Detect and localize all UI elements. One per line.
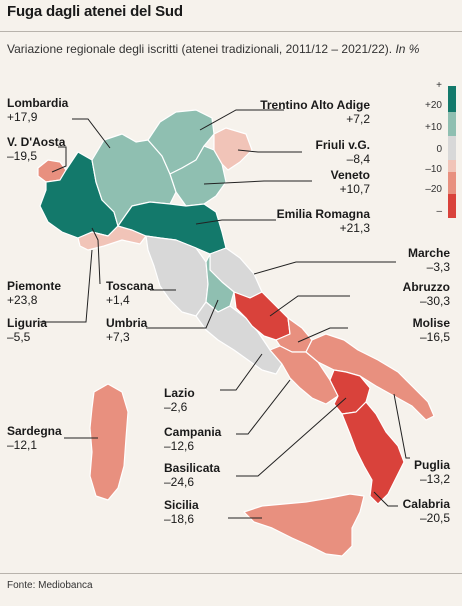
region-veneto[interactable] [169,145,227,207]
legend-swatch-pos-mid [448,112,456,136]
subtitle-unit: In % [395,42,420,56]
label-puglia: Puglia –13,2 [413,458,450,486]
region-trentino-alto-adige[interactable] [147,109,215,175]
map-title: Fuga dagli atenei del Sud [7,3,183,20]
label-toscana: Toscana +1,4 [106,279,154,307]
label-veneto: Veneto +10,7 [330,168,370,196]
label-basilicata: Basilicata –24,6 [164,461,221,489]
leader-abruzzo [269,295,350,317]
source-note: Fonte: Mediobanca [7,580,93,591]
leader-liguria [40,249,93,323]
region-umbria[interactable] [205,253,235,313]
legend-swatch-neg-strong [448,194,456,218]
leader-umbria [146,299,219,329]
label-marche: Marche –3,3 [407,246,450,274]
label-molise: Molise –16,5 [412,316,450,344]
leader-piemonte [91,227,101,285]
region-sicilia[interactable] [243,493,365,557]
label-lazio: Lazio –2,6 [164,386,195,414]
leader-valle-daosta [51,146,67,173]
region-friuli-venezia-giulia[interactable] [213,127,253,171]
legend-tick-minus: – [436,206,442,217]
label-valle-daosta: V. D'Aosta –19,5 [7,135,66,163]
leader-lazio [220,353,263,391]
label-lombardia: Lombardia +17,9 [7,96,69,124]
label-friuli: Friuli v.G. –8,4 [315,138,370,166]
leader-trentino [199,109,284,131]
map-subtitle: Variazione regionale degli iscritti (ate… [7,41,427,58]
region-calabria[interactable] [341,401,405,505]
label-calabria: Calabria –20,5 [402,497,450,525]
label-campania: Campania –12,6 [164,425,222,453]
subtitle-text: Variazione regionale degli iscritti (ate… [7,42,393,56]
leader-basilicata [236,397,347,477]
region-sardegna[interactable] [89,383,129,501]
leader-puglia [393,393,410,459]
leader-veneto [203,180,312,185]
label-sicilia: Sicilia –18,6 [164,498,199,526]
legend-tick-zero: 0 [436,144,442,155]
leader-emilia [195,219,276,225]
legend-swatch-neg-light [448,160,456,172]
source-divider [0,573,462,574]
region-lombardia[interactable] [91,133,177,227]
legend-tick-minus20: –20 [425,184,442,195]
legend-tick-plus20: +20 [425,100,442,111]
label-abruzzo: Abruzzo –30,3 [402,280,450,308]
legend-tick-minus10: –10 [425,164,442,175]
region-liguria[interactable] [77,225,147,251]
label-sardegna: Sardegna –12,1 [7,424,62,452]
label-umbria: Umbria +7,3 [106,316,148,344]
label-liguria: Liguria –5,5 [7,316,48,344]
leader-friuli [237,149,302,153]
leader-marche [253,261,396,275]
leader-molise [297,327,348,343]
title-divider [0,31,462,32]
label-piemonte: Piemonte +23,8 [7,279,62,307]
legend-tick-plus10: +10 [425,122,442,133]
legend-swatch-neg-mid [448,172,456,194]
label-emilia-romagna: Emilia Romagna +21,3 [276,207,370,235]
legend-tick-plus: + [436,80,442,91]
legend-swatch-neutral [448,136,456,160]
label-trentino-alto-adige: Trentino Alto Adige +7,2 [260,98,370,126]
leader-lombardia [72,118,111,149]
leader-calabria [373,491,398,507]
leader-campania [236,379,291,435]
legend-swatch-pos-strong [448,86,456,112]
